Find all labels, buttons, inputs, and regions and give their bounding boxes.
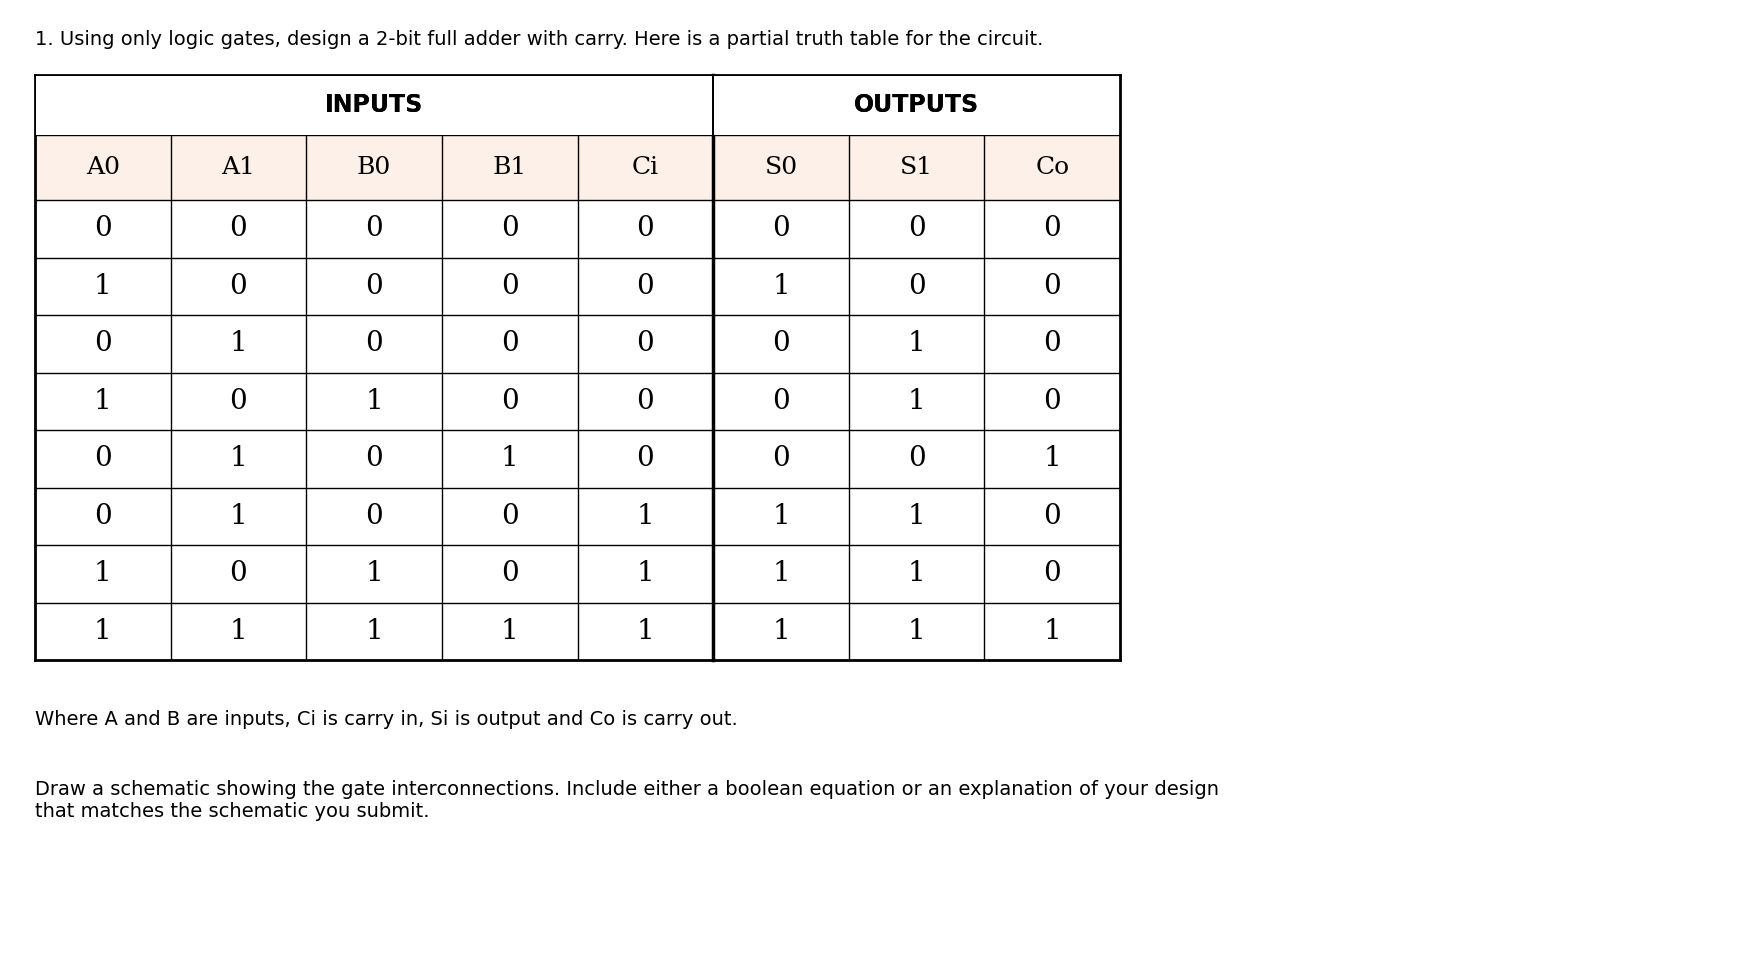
- Text: 1: 1: [364, 618, 384, 645]
- Text: 0: 0: [364, 272, 384, 300]
- Text: A1: A1: [221, 156, 255, 179]
- Text: 0: 0: [501, 272, 518, 300]
- Text: 0: 0: [501, 330, 518, 357]
- Text: 0: 0: [637, 330, 654, 357]
- Text: 1: 1: [364, 560, 384, 588]
- Text: 1: 1: [94, 272, 112, 300]
- Text: 0: 0: [501, 216, 518, 242]
- Text: 0: 0: [1043, 216, 1060, 242]
- Text: 1: 1: [1043, 445, 1060, 472]
- Text: B1: B1: [492, 156, 527, 179]
- Text: Where A and B are inputs, Ci is carry in, Si is output and Co is carry out.: Where A and B are inputs, Ci is carry in…: [35, 710, 738, 729]
- Text: 0: 0: [94, 216, 112, 242]
- Text: 0: 0: [773, 216, 790, 242]
- Text: 0: 0: [773, 330, 790, 357]
- Text: Co: Co: [1036, 156, 1069, 179]
- Text: 1: 1: [230, 618, 248, 645]
- Text: 0: 0: [230, 560, 248, 588]
- Text: 1: 1: [773, 618, 790, 645]
- Text: 0: 0: [907, 216, 926, 242]
- Text: 0: 0: [364, 445, 384, 472]
- Text: 1: 1: [773, 560, 790, 588]
- Text: 0: 0: [501, 560, 518, 588]
- Text: 1: 1: [637, 618, 654, 645]
- Text: 0: 0: [1043, 272, 1060, 300]
- Text: 1: 1: [1043, 618, 1060, 645]
- Text: 1: 1: [501, 445, 518, 472]
- Text: 0: 0: [773, 445, 790, 472]
- Text: 0: 0: [94, 503, 112, 530]
- Text: 0: 0: [907, 272, 926, 300]
- Bar: [715, 76, 1120, 135]
- Text: 0: 0: [637, 216, 654, 242]
- Text: 0: 0: [230, 272, 248, 300]
- Text: 0: 0: [230, 387, 248, 415]
- Text: 1: 1: [230, 503, 248, 530]
- Text: 1: 1: [907, 330, 926, 357]
- Text: 0: 0: [364, 216, 384, 242]
- Text: 0: 0: [94, 445, 112, 472]
- Text: 0: 0: [1043, 560, 1060, 588]
- Text: Draw a schematic showing the gate interconnections. Include either a boolean equ: Draw a schematic showing the gate interc…: [35, 780, 1219, 821]
- Text: 1: 1: [94, 560, 112, 588]
- Text: 1: 1: [907, 387, 926, 415]
- Text: S1: S1: [900, 156, 933, 179]
- Text: 1: 1: [364, 387, 384, 415]
- Text: 0: 0: [501, 503, 518, 530]
- Text: OUTPUTS: OUTPUTS: [855, 93, 978, 117]
- Text: 0: 0: [364, 330, 384, 357]
- Text: 1: 1: [907, 560, 926, 588]
- Text: 0: 0: [637, 445, 654, 472]
- Text: 1. Using only logic gates, design a 2-bit full adder with carry. Here is a parti: 1. Using only logic gates, design a 2-bi…: [35, 30, 1043, 49]
- Text: 0: 0: [94, 330, 112, 357]
- Text: 0: 0: [230, 216, 248, 242]
- Text: 1: 1: [94, 618, 112, 645]
- Text: 0: 0: [637, 387, 654, 415]
- Text: 0: 0: [907, 445, 926, 472]
- Bar: [35, 135, 1120, 200]
- Text: 1: 1: [637, 560, 654, 588]
- Text: 1: 1: [773, 272, 790, 300]
- Text: S0: S0: [764, 156, 797, 179]
- Text: INPUTS: INPUTS: [324, 93, 424, 117]
- Bar: [37, 76, 712, 135]
- Text: 0: 0: [773, 387, 790, 415]
- Text: 0: 0: [501, 387, 518, 415]
- Text: A0: A0: [85, 156, 120, 179]
- Text: 1: 1: [637, 503, 654, 530]
- Text: 1: 1: [230, 330, 248, 357]
- Text: 1: 1: [230, 445, 248, 472]
- Text: 1: 1: [773, 503, 790, 530]
- Text: 0: 0: [637, 272, 654, 300]
- Text: 1: 1: [907, 618, 926, 645]
- Text: 0: 0: [364, 503, 384, 530]
- Text: 1: 1: [501, 618, 518, 645]
- Bar: [35, 75, 1120, 660]
- Text: 0: 0: [1043, 330, 1060, 357]
- Text: INPUTS: INPUTS: [324, 93, 424, 117]
- Text: B0: B0: [358, 156, 391, 179]
- Text: 0: 0: [1043, 387, 1060, 415]
- Text: 1: 1: [94, 387, 112, 415]
- Text: OUTPUTS: OUTPUTS: [855, 93, 978, 117]
- Text: 1: 1: [907, 503, 926, 530]
- Text: 0: 0: [1043, 503, 1060, 530]
- Text: Ci: Ci: [631, 156, 659, 179]
